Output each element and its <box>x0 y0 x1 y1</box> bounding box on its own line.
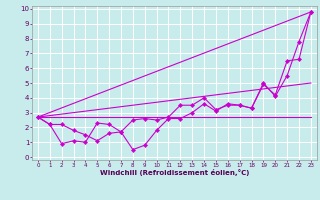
X-axis label: Windchill (Refroidissement éolien,°C): Windchill (Refroidissement éolien,°C) <box>100 169 249 176</box>
